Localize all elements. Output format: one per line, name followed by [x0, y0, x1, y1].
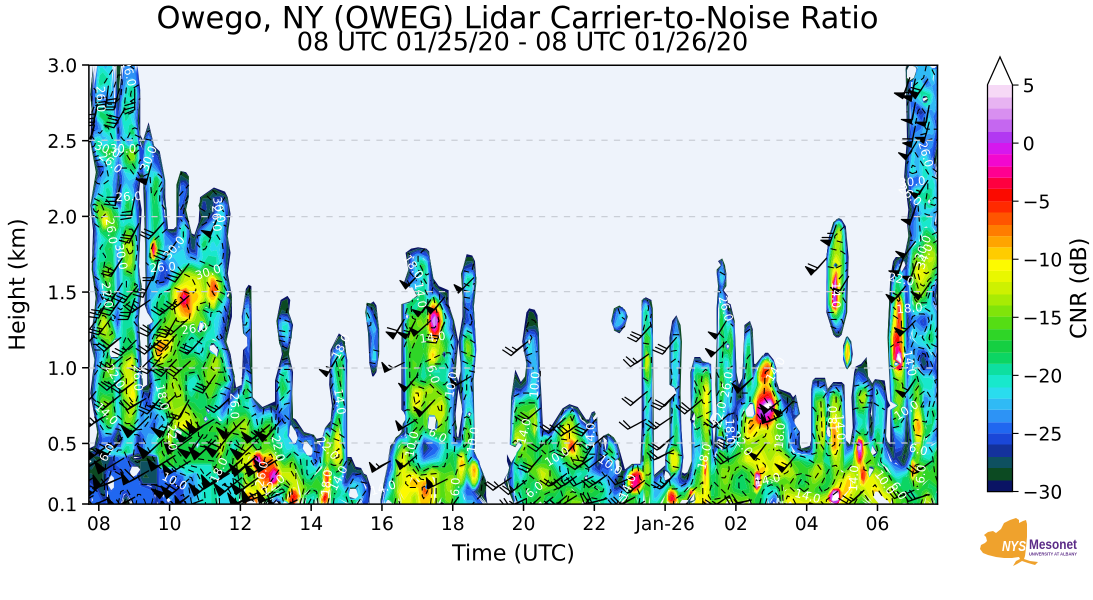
svg-text:Mesonet: Mesonet: [1029, 536, 1077, 552]
svg-text:UNIVERSITY AT ALBANY: UNIVERSITY AT ALBANY: [1029, 552, 1077, 557]
svg-text:NYS: NYS: [1002, 538, 1026, 555]
